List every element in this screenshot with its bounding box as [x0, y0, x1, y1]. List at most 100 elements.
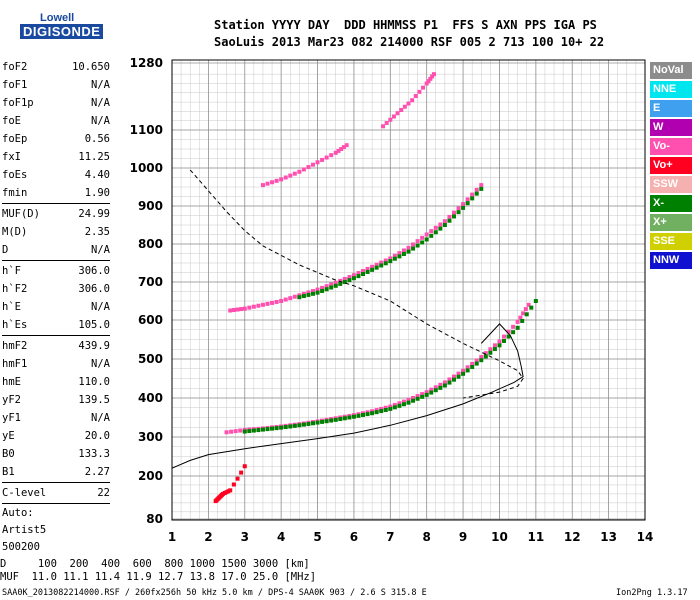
data-point [474, 187, 479, 192]
param-separator [2, 503, 110, 504]
data-point [438, 382, 443, 387]
data-point [329, 153, 334, 158]
param-name: B1 [2, 466, 15, 478]
data-point [279, 177, 284, 182]
data-point [429, 390, 434, 395]
auto-line3: 500200 [2, 541, 40, 553]
x-tick-label: 4 [277, 530, 285, 544]
param-value: N/A [91, 244, 110, 256]
data-point [474, 191, 479, 196]
data-point [356, 274, 361, 279]
y-tick-label: 200 [138, 469, 163, 483]
param-value: 306.0 [78, 265, 110, 277]
data-point [251, 304, 256, 309]
data-point [320, 288, 325, 293]
x-tick-label: 12 [564, 530, 581, 544]
param-value: N/A [91, 79, 110, 91]
data-point [406, 400, 411, 405]
param-row: foE N/A [2, 112, 110, 130]
data-point [442, 219, 447, 224]
data-point [301, 422, 306, 427]
data-point [306, 165, 311, 170]
data-point [231, 482, 236, 487]
data-point [333, 283, 338, 288]
data-point [447, 218, 452, 223]
data-point [433, 230, 438, 235]
param-value: 2.35 [84, 226, 110, 238]
param-row: fmin 1.90 [2, 184, 110, 202]
data-point [413, 94, 418, 99]
data-point [429, 387, 434, 392]
x-tick-label: 13 [600, 530, 617, 544]
data-point [515, 319, 520, 324]
param-row: M(D) 2.35 [2, 223, 110, 241]
data-point [492, 347, 497, 352]
data-point [379, 409, 384, 414]
data-point [315, 420, 320, 425]
data-point [260, 427, 265, 432]
legend-item: NNW [650, 252, 692, 269]
data-point [342, 276, 347, 281]
data-point [361, 412, 366, 417]
data-point [524, 312, 529, 317]
data-point [374, 408, 379, 413]
param-name: foE [2, 115, 21, 127]
data-point [297, 169, 302, 174]
data-point [388, 404, 393, 409]
data-point [421, 85, 426, 90]
data-point [288, 296, 293, 301]
data-point [347, 278, 352, 283]
data-point [310, 289, 315, 294]
y-tick-label: 300 [138, 430, 163, 444]
data-point [379, 406, 384, 411]
param-value: 4.40 [84, 169, 110, 181]
y-tick-label: 400 [138, 391, 163, 405]
data-point [235, 307, 240, 312]
param-row: yE 20.0 [2, 427, 110, 445]
data-point [465, 197, 470, 202]
data-point [381, 124, 386, 129]
data-point [370, 411, 375, 416]
data-point [406, 397, 411, 402]
data-point [429, 233, 434, 238]
data-point [483, 354, 488, 359]
data-point [242, 464, 247, 469]
data-point [411, 396, 416, 400]
data-point [265, 427, 270, 432]
param-name: h`F2 [2, 283, 28, 295]
param-name: h`E [2, 301, 21, 313]
data-point [470, 364, 475, 369]
data-point [456, 210, 461, 215]
data-point [392, 253, 397, 258]
data-point [438, 385, 443, 390]
auto-line1: Auto: [2, 507, 34, 519]
param-row: hmF2 439.9 [2, 337, 110, 355]
data-point [324, 284, 329, 289]
param-name: yE [2, 430, 15, 442]
data-point [329, 285, 334, 290]
data-point [388, 406, 393, 411]
data-point [351, 276, 356, 281]
data-point [320, 419, 325, 424]
param-value: 10.650 [72, 61, 110, 73]
data-point [306, 290, 311, 295]
data-point [397, 251, 402, 256]
data-point [523, 307, 528, 312]
data-point [320, 157, 325, 162]
data-point [420, 235, 425, 240]
data-point [274, 178, 279, 183]
x-tick-label: 10 [491, 530, 508, 544]
data-point [431, 72, 436, 77]
data-point [379, 263, 384, 268]
data-point [283, 175, 288, 180]
data-point [465, 365, 470, 370]
param-name: foEs [2, 169, 28, 181]
data-point [488, 347, 493, 352]
y-tick-label: 1000 [130, 161, 163, 175]
data-point [497, 339, 502, 344]
data-point [420, 394, 425, 399]
param-row: foF1 N/A [2, 76, 110, 94]
legend-item: SSE [650, 233, 692, 250]
footer-info: SAA0K_2013082214000.RSF / 260fx256h 50 k… [2, 588, 427, 598]
data-point [399, 107, 404, 112]
